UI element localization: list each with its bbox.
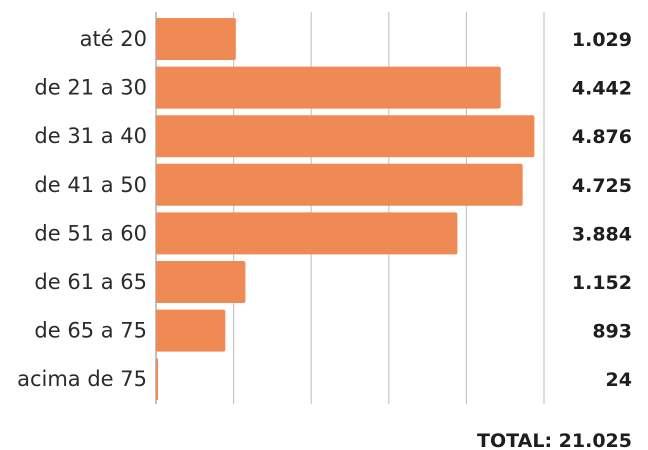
bar-4 [156, 163, 523, 206]
value-label-6: 1.152 [572, 272, 632, 294]
category-label-2: de 21 a 30 [34, 76, 147, 100]
value-label-8: 24 [606, 369, 632, 391]
category-labels: até 20 de 21 a 30 de 31 a 40 de 41 a 50 de 5… [17, 27, 147, 391]
bars [156, 18, 535, 401]
bar-5 [156, 212, 458, 255]
value-labels: 1.029 4.442 4.876 4.725 3.884 1.152 893 24 [572, 29, 632, 391]
category-label-3: de 31 a 40 [34, 124, 147, 148]
bar-7 [156, 309, 226, 352]
value-label-7: 893 [592, 321, 632, 343]
value-label-1: 1.029 [572, 29, 632, 51]
value-label-4: 4.725 [572, 175, 632, 197]
bar-1 [156, 18, 236, 60]
total-label: TOTAL: 21.025 [477, 430, 632, 450]
value-label-5: 3.884 [572, 223, 632, 245]
category-label-1: até 20 [80, 27, 147, 51]
category-label-6: de 61 a 65 [34, 270, 147, 294]
value-label-2: 4.442 [572, 78, 632, 100]
category-label-8: acima de 75 [17, 367, 147, 391]
value-label-3: 4.876 [572, 126, 632, 148]
bar-6 [156, 261, 246, 303]
category-label-7: de 65 a 75 [34, 319, 147, 343]
bar-3 [156, 115, 535, 158]
category-label-4: de 41 a 50 [34, 173, 147, 197]
category-label-5: de 51 a 60 [34, 221, 147, 245]
bar-8 [156, 358, 158, 401]
bar-2 [156, 66, 501, 109]
